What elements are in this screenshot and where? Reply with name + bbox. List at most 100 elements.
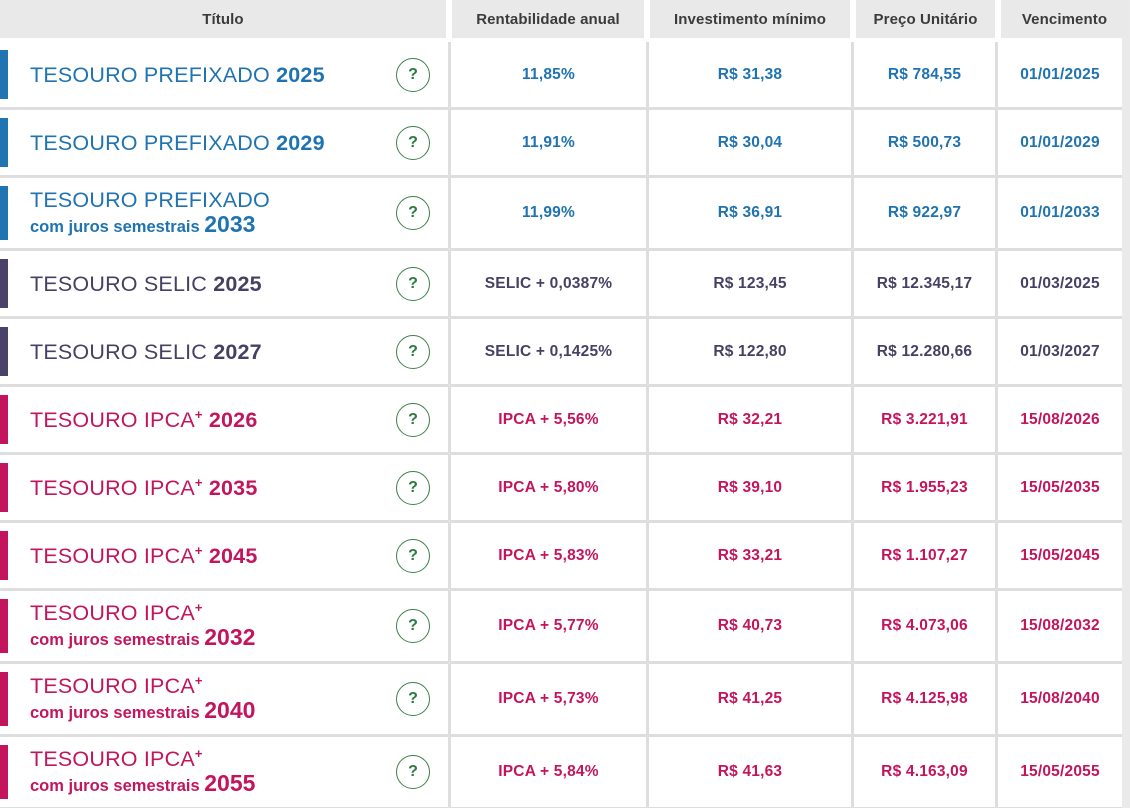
bond-row[interactable]: TESOURO IPCA+ 2026 ? IPCA + 5,56% R$ 32,…: [0, 387, 1122, 452]
annual-rate-value: IPCA + 5,77%: [498, 617, 599, 634]
bond-title: TESOURO PREFIXADO 2025: [8, 62, 396, 87]
help-button[interactable]: ?: [396, 538, 430, 573]
min-investment-cell: R$ 30,04: [649, 110, 851, 175]
bond-row[interactable]: TESOURO IPCA+ com juros semestrais 2032 …: [0, 591, 1122, 661]
bond-title-cell: TESOURO IPCA+ com juros semestrais 2040 …: [0, 664, 448, 734]
bond-title-cell: TESOURO PREFIXADO 2029 ?: [0, 110, 448, 175]
column-header-rentabilidade: Rentabilidade anual: [452, 0, 644, 38]
maturity-value: 01/01/2033: [1020, 204, 1100, 221]
min-investment-value: R$ 31,38: [717, 65, 783, 83]
rate-cell: 11,85%: [451, 42, 646, 107]
unit-price-value: R$ 4.163,09: [881, 763, 968, 780]
min-investment-cell: R$ 36,91: [649, 178, 851, 248]
question-mark-icon: ?: [408, 478, 418, 496]
bond-row[interactable]: TESOURO IPCA+ 2035 ? IPCA + 5,80% R$ 39,…: [0, 455, 1122, 520]
unit-price-cell: R$ 4.163,09: [854, 737, 995, 807]
help-button[interactable]: ?: [396, 334, 430, 369]
unit-price-cell: R$ 12.280,66: [854, 319, 995, 384]
bond-title: TESOURO SELIC 2027: [8, 339, 396, 364]
bond-color-bar: [0, 259, 8, 308]
column-header-titulo: Título: [0, 0, 446, 38]
rate-cell: IPCA + 5,73%: [451, 664, 646, 734]
help-button[interactable]: ?: [396, 266, 430, 301]
maturity-cell: 01/01/2025: [998, 42, 1122, 107]
plus-superscript: +: [194, 474, 203, 490]
unit-price-cell: R$ 4.125,98: [854, 664, 995, 734]
help-button[interactable]: ?: [396, 755, 430, 789]
question-mark-icon: ?: [408, 617, 418, 634]
help-button[interactable]: ?: [396, 125, 430, 160]
help-button[interactable]: ?: [396, 196, 430, 230]
help-button[interactable]: ?: [396, 609, 430, 643]
maturity-cell: 15/08/2026: [998, 387, 1122, 452]
bond-title-line1: TESOURO PREFIXADO 2025: [30, 62, 325, 87]
rate-cell: SELIC + 0,1425%: [451, 319, 646, 384]
bond-title-line1: TESOURO IPCA+ 2045: [30, 542, 258, 568]
maturity-value: 15/08/2032: [1020, 617, 1100, 634]
min-investment-value: R$ 122,80: [713, 342, 787, 360]
bond-title-line1: TESOURO IPCA+: [30, 673, 203, 699]
min-investment-cell: R$ 32,21: [649, 387, 851, 452]
maturity-value: 15/08/2026: [1020, 410, 1100, 428]
bond-title: TESOURO PREFIXADO 2029: [8, 130, 396, 155]
unit-price-cell: R$ 784,55: [854, 42, 995, 107]
maturity-cell: 01/03/2025: [998, 251, 1122, 316]
bond-row[interactable]: TESOURO PREFIXADO com juros semestrais 2…: [0, 178, 1122, 248]
annual-rate-value: IPCA + 5,56%: [498, 410, 599, 428]
unit-price-cell: R$ 12.345,17: [854, 251, 995, 316]
question-mark-icon: ?: [408, 763, 418, 780]
bond-title-line1: TESOURO SELIC 2025: [30, 271, 262, 296]
help-button[interactable]: ?: [396, 57, 430, 92]
table-header-row: Título Rentabilidade anual Investimento …: [0, 0, 1128, 38]
maturity-cell: 15/08/2040: [998, 664, 1122, 734]
min-investment-cell: R$ 123,45: [649, 251, 851, 316]
min-investment-cell: R$ 122,80: [649, 319, 851, 384]
help-button[interactable]: ?: [396, 402, 430, 437]
question-mark-icon: ?: [408, 342, 418, 360]
question-mark-icon: ?: [408, 65, 418, 83]
annual-rate-value: IPCA + 5,80%: [498, 478, 599, 496]
question-mark-icon: ?: [408, 204, 418, 221]
bond-title-line1: TESOURO PREFIXADO 2029: [30, 130, 325, 155]
bond-row[interactable]: TESOURO PREFIXADO 2025 ? 11,85% R$ 31,38…: [0, 42, 1122, 107]
bond-row[interactable]: TESOURO IPCA+ com juros semestrais 2040 …: [0, 664, 1122, 734]
unit-price-value: R$ 1.955,23: [881, 478, 968, 496]
maturity-cell: 15/08/2032: [998, 591, 1122, 661]
bond-title-cell: TESOURO SELIC 2027 ?: [0, 319, 448, 384]
bond-color-bar: [0, 50, 8, 99]
maturity-cell: 01/03/2027: [998, 319, 1122, 384]
bond-row[interactable]: TESOURO SELIC 2027 ? SELIC + 0,1425% R$ …: [0, 319, 1122, 384]
help-button[interactable]: ?: [396, 682, 430, 716]
maturity-value: 01/01/2029: [1020, 133, 1100, 151]
bond-row[interactable]: TESOURO IPCA+ com juros semestrais 2055 …: [0, 737, 1122, 807]
bond-row[interactable]: TESOURO SELIC 2025 ? SELIC + 0,0387% R$ …: [0, 251, 1122, 316]
min-investment-value: R$ 40,73: [717, 617, 783, 634]
min-investment-cell: R$ 40,73: [649, 591, 851, 661]
bond-title: TESOURO IPCA+ 2026: [8, 407, 396, 432]
annual-rate-value: IPCA + 5,84%: [498, 763, 599, 780]
unit-price-cell: R$ 4.073,06: [854, 591, 995, 661]
min-investment-value: R$ 33,21: [717, 546, 783, 564]
bond-title: TESOURO IPCA+ com juros semestrais 2032: [8, 600, 396, 651]
min-investment-value: R$ 30,04: [717, 133, 783, 151]
min-investment-cell: R$ 31,38: [649, 42, 851, 107]
table-body: TESOURO PREFIXADO 2025 ? 11,85% R$ 31,38…: [0, 42, 1122, 808]
maturity-value: 01/03/2025: [1020, 274, 1100, 292]
min-investment-cell: R$ 41,25: [649, 664, 851, 734]
bond-color-bar: [0, 599, 8, 653]
bond-row[interactable]: TESOURO IPCA+ 2045 ? IPCA + 5,83% R$ 33,…: [0, 523, 1122, 588]
unit-price-value: R$ 3.221,91: [881, 410, 968, 428]
bond-title-line2: com juros semestrais 2033: [30, 211, 256, 238]
maturity-value: 15/05/2035: [1020, 478, 1100, 496]
header-divider: [0, 38, 1122, 42]
rate-cell: IPCA + 5,77%: [451, 591, 646, 661]
unit-price-value: R$ 500,73: [887, 133, 962, 151]
rate-cell: IPCA + 5,83%: [451, 523, 646, 588]
rate-cell: IPCA + 5,80%: [451, 455, 646, 520]
bond-title-line1: TESOURO SELIC 2027: [30, 339, 262, 364]
help-button[interactable]: ?: [396, 470, 430, 505]
question-mark-icon: ?: [408, 546, 418, 564]
bond-title-line1: TESOURO PREFIXADO: [30, 188, 270, 213]
bond-row[interactable]: TESOURO PREFIXADO 2029 ? 11,91% R$ 30,04…: [0, 110, 1122, 175]
